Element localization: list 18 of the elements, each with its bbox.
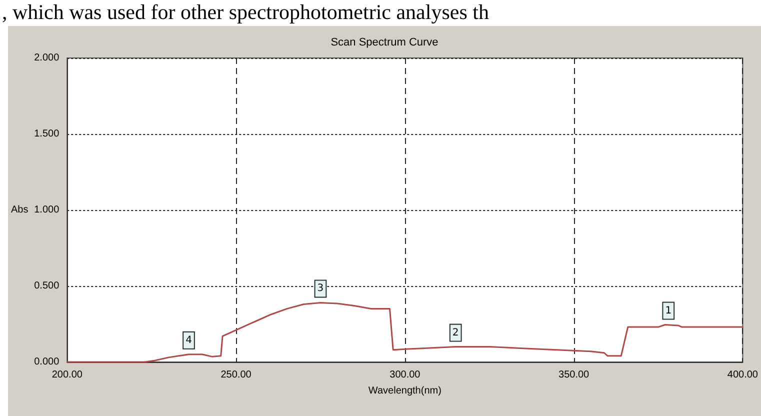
y-axis-title: Abs bbox=[10, 204, 28, 216]
x-tick-label: 250.00 bbox=[220, 370, 252, 380]
y-tick-label: 0.000 bbox=[34, 356, 60, 368]
y-tick-label: 1.500 bbox=[34, 128, 60, 140]
annotation: 2 bbox=[452, 327, 459, 338]
x-tick-label: 350.00 bbox=[558, 370, 590, 380]
annotation: 3 bbox=[317, 283, 324, 294]
text: , which was used for other spectrophotometric analyses th bbox=[2, 0, 489, 24]
annotation: 1 bbox=[665, 305, 672, 316]
y-tick-label: 1.000 bbox=[34, 204, 60, 216]
x-tick-label: 400.00 bbox=[727, 370, 758, 380]
y-tick-label: 2.000 bbox=[34, 52, 60, 64]
x-tick-label: 300.00 bbox=[390, 370, 421, 380]
chart-title: Scan Spectrum Curve bbox=[330, 36, 438, 48]
x-axis-title: Wavelength(nm) bbox=[368, 386, 442, 396]
x-tick-label: 200.00 bbox=[52, 370, 83, 380]
annotation: 4 bbox=[186, 334, 192, 346]
y-tick-label: 0.500 bbox=[34, 280, 60, 292]
